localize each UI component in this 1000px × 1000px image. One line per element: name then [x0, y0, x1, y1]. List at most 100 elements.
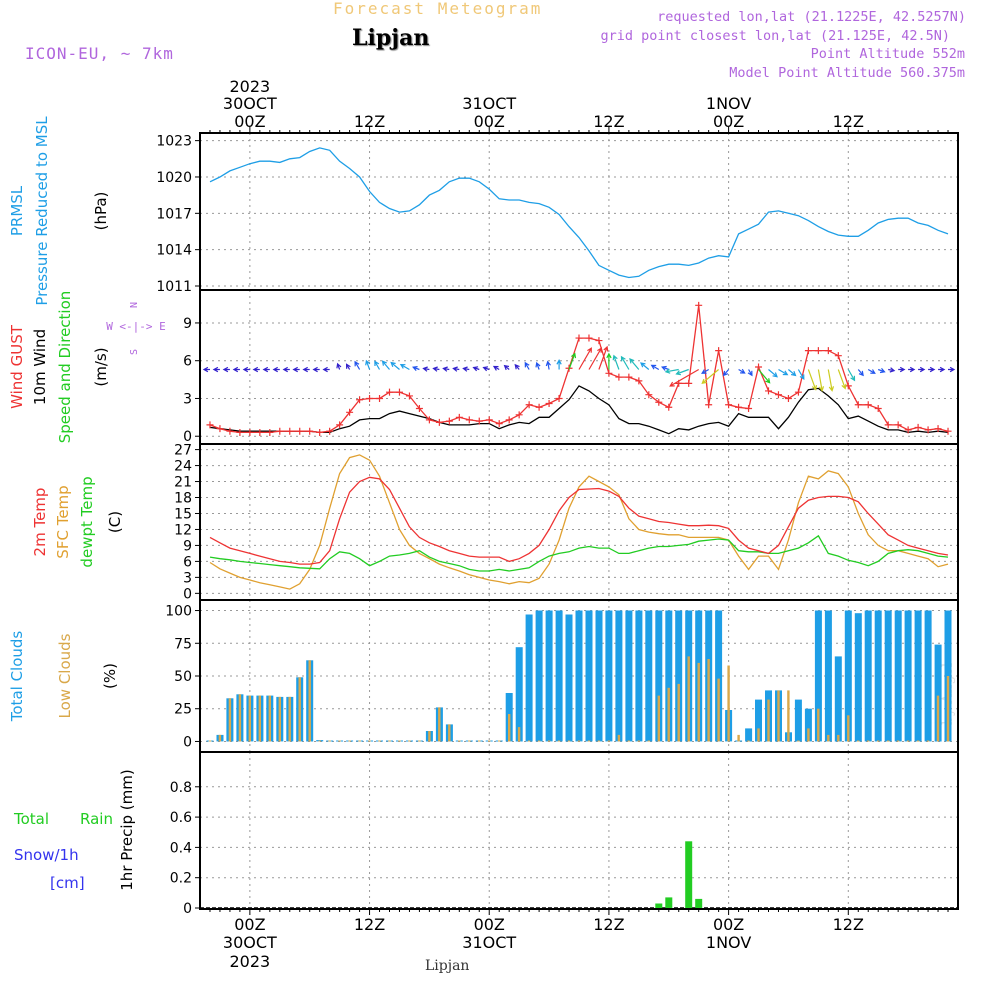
cloud-unit: (%): [101, 663, 119, 689]
wind-direction-arrow: [282, 366, 290, 373]
wind-gust-point: [924, 426, 932, 434]
low-cloud-bar: [737, 734, 740, 742]
wind-direction-arrow: [322, 366, 330, 373]
temp-label-dewpt: dewpt Temp: [78, 476, 96, 567]
wind-unit: (m/s): [92, 347, 110, 386]
wind-direction-arrow: [877, 368, 886, 374]
wind-direction-arrow: [664, 368, 679, 374]
temp-unit: (C): [106, 511, 124, 533]
wind-ytick-label: 6: [183, 354, 192, 370]
wind-direction-arrow: [222, 366, 230, 373]
low-cloud-bar: [757, 728, 760, 742]
wind-gust-point: [485, 416, 493, 424]
wind-gust-point: [784, 394, 792, 402]
pressure-panel-frame: [199, 132, 959, 291]
bottom-hour-label: 12Z: [593, 915, 624, 934]
temp-ytick-label: 18: [174, 491, 192, 507]
wind-direction-arrow: [888, 367, 896, 373]
total-cloud-bar: [515, 647, 523, 742]
cloud-label-low: Low Clouds: [56, 633, 74, 718]
wind-gust-point: [475, 417, 483, 425]
cloud-ytick-label: 25: [174, 702, 192, 718]
wind-gust-point: [455, 413, 463, 421]
wind-gust-point: [525, 401, 533, 409]
compass-north: N: [129, 302, 140, 308]
low-cloud-bar: [847, 715, 850, 742]
wind-direction-arrow: [701, 369, 719, 384]
total-cloud-bar: [864, 610, 872, 742]
wind-gust-point: [685, 379, 693, 387]
low-cloud-bar: [627, 740, 630, 742]
wind-gust-point: [705, 401, 713, 409]
temp-ytick-label: 3: [183, 570, 192, 586]
total-cloud-bar: [575, 610, 583, 742]
wind-gust-point: [745, 405, 753, 413]
wind-direction-arrow: [918, 366, 926, 373]
low-cloud-bar: [567, 740, 571, 742]
total-cloud-bar: [755, 699, 762, 742]
low-cloud-bar: [448, 724, 451, 742]
top-hour-label: 12Z: [354, 112, 385, 131]
precip-ytick-label: 0.2: [170, 871, 192, 887]
precip-panel-frame: [199, 751, 959, 910]
pressure-ytick-label: 1014: [156, 243, 192, 259]
wind-gust-point: [386, 388, 393, 396]
wind-direction-arrow: [758, 369, 771, 384]
total-cloud-bar: [635, 610, 643, 742]
wind-direction-arrow: [482, 366, 490, 372]
wind-gust-point: [655, 398, 663, 406]
wind-gust-point: [286, 427, 294, 435]
wind-gust-point: [336, 421, 344, 429]
wind-gust-point: [246, 428, 254, 436]
low-cloud-bar: [707, 659, 710, 742]
wind-gust-point: [236, 428, 244, 436]
temp-ytick-label: 9: [183, 538, 192, 554]
wind-direction-arrow: [545, 360, 551, 370]
wind-gust-point: [774, 391, 782, 399]
total-cloud-bar: [814, 610, 822, 742]
wind-gust-point: [435, 418, 443, 426]
bottom-hour-label: 00Z: [234, 915, 265, 934]
low-cloud-bar: [946, 676, 950, 742]
sfc-temp-line: [209, 454, 949, 590]
low-cloud-bar: [248, 695, 251, 742]
wind-gust-point: [715, 347, 723, 355]
rain-bar: [665, 897, 673, 908]
wind-direction-arrow: [817, 369, 825, 392]
total-cloud-bar: [655, 610, 663, 742]
bottom-hour-label: 00Z: [713, 915, 744, 934]
total-cloud-bar: [565, 614, 573, 742]
pressure-ytick-label: 1011: [156, 279, 192, 295]
wind-direction-arrow: [847, 369, 856, 382]
low-cloud-bar: [617, 734, 621, 742]
low-cloud-bar: [228, 698, 232, 742]
low-cloud-bar: [298, 677, 301, 742]
rain-bar: [695, 898, 703, 908]
wind-direction-arrow: [374, 360, 381, 370]
pressure-unit: (hPa): [92, 192, 110, 231]
low-cloud-bar: [508, 714, 511, 742]
low-cloud-bar: [388, 740, 391, 742]
precip-label-rain: Rain: [80, 810, 113, 828]
low-cloud-bar: [677, 683, 680, 742]
model-altitude: Model Point Altitude 560.375m: [729, 65, 965, 81]
wind-gust-point: [934, 425, 942, 433]
wind-gust-point: [405, 392, 413, 400]
wind-direction-arrow: [422, 366, 430, 372]
pressure-line: [209, 147, 949, 279]
wind-gust-point: [944, 427, 952, 435]
top-hour-label: 12Z: [833, 112, 864, 131]
wind-gust-point: [695, 301, 703, 309]
low-cloud-bar: [258, 695, 261, 742]
wind-gust-point: [615, 373, 623, 381]
low-cloud-bar: [687, 656, 690, 742]
wind-direction-arrow: [302, 366, 310, 373]
wind-gust-point: [256, 428, 264, 436]
wind-direction-arrow: [797, 369, 805, 381]
low-cloud-bar: [926, 740, 930, 742]
wind-direction-arrow: [492, 365, 500, 371]
wind-gust-point: [874, 405, 882, 413]
bottom-date-label: 1NOV: [706, 933, 751, 952]
wind-gust-point: [904, 426, 912, 434]
